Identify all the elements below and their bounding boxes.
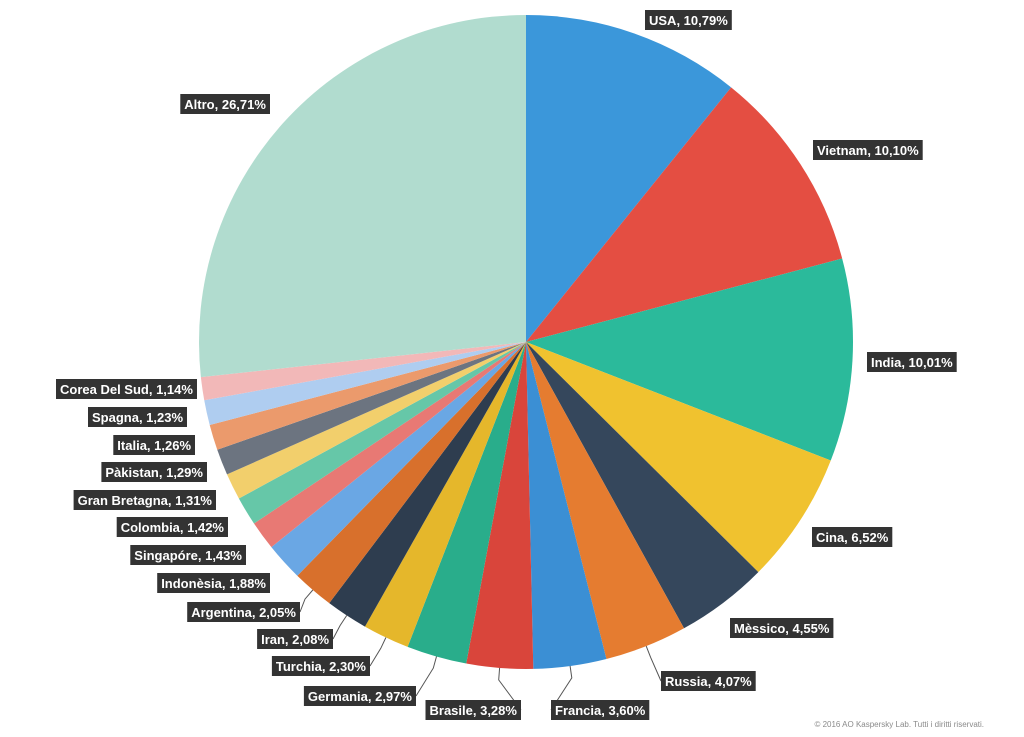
label-box: [867, 352, 957, 372]
slice-label-iran: Iran, 2,08%: [257, 615, 348, 649]
label-box: [116, 517, 228, 537]
label-text: Altro, 26,71%: [184, 97, 266, 112]
label-box: [271, 656, 370, 676]
slice-label-brasile: Brasile, 3,28%: [425, 667, 522, 720]
slice-label-corea-del-sud: Corea Del Sud, 1,14%: [56, 379, 197, 399]
slice-label-india: India, 10,01%: [867, 352, 957, 372]
pie-slice-brasile: [466, 342, 534, 670]
label-text: Brasile, 3,28%: [430, 703, 518, 718]
slice-label-spagna: Spagna, 1,23%: [88, 407, 187, 427]
label-text: Colombia, 1,42%: [121, 520, 225, 535]
label-text: Germania, 2,97%: [308, 689, 412, 704]
label-box: [257, 629, 333, 649]
label-box: [130, 545, 246, 565]
slice-label-germania: Germania, 2,97%: [303, 656, 437, 706]
pie-slice-vietnam: [526, 87, 843, 342]
pie-slice-indon-sia: [271, 342, 526, 576]
slice-label-cina: Cina, 6,52%: [812, 527, 893, 547]
label-text: Italia, 1,26%: [117, 438, 191, 453]
leader-line: [645, 645, 662, 682]
label-box: [303, 686, 416, 706]
pie-slice-iran: [329, 342, 526, 627]
slice-label-argentina: Argentina, 2,05%: [187, 589, 314, 622]
pie-slices: [198, 15, 853, 670]
label-text: Spagna, 1,23%: [92, 410, 183, 425]
pie-slice-altro: [198, 15, 526, 378]
pie-slice-m-ssico: [526, 342, 759, 629]
pie-slice-cina: [526, 342, 831, 573]
pie-slice-corea-del-sud: [200, 342, 526, 401]
label-text: Gran Bretagna, 1,31%: [78, 493, 213, 508]
label-text: Argentina, 2,05%: [191, 605, 296, 620]
slice-label-italia: Italia, 1,26%: [113, 435, 195, 455]
pie-slice-argentina: [297, 342, 526, 604]
pie-slice-gran-bretagna: [226, 342, 527, 499]
label-box: [88, 407, 187, 427]
label-text: Indonèsia, 1,88%: [161, 576, 266, 591]
leader-line: [369, 637, 387, 667]
label-box: [157, 573, 270, 593]
label-box: [101, 462, 207, 482]
leader-line: [550, 665, 573, 711]
pie-slice-russia: [526, 342, 684, 659]
label-text: Pàkistan, 1,29%: [105, 465, 203, 480]
label-box: [813, 140, 923, 160]
label-text: Vietnam, 10,10%: [817, 143, 919, 158]
slice-labels: USA, 10,79% Vietnam, 10,10% India, 10,01% C…: [56, 10, 957, 720]
label-text: Corea Del Sud, 1,14%: [60, 382, 193, 397]
slice-label-singap-re: Singapóre, 1,43%: [130, 545, 246, 565]
label-box: [551, 700, 650, 720]
label-text: Singapóre, 1,43%: [134, 548, 242, 563]
slice-label-vietnam: Vietnam, 10,10%: [813, 140, 923, 160]
label-text: Mèssico, 4,55%: [734, 621, 830, 636]
slice-label-francia: Francia, 3,60%: [550, 665, 650, 720]
pie-slice-germania: [407, 342, 526, 664]
label-box: [56, 379, 197, 399]
label-text: Turchia, 2,30%: [276, 659, 367, 674]
label-text: Cina, 6,52%: [816, 530, 889, 545]
label-box: [661, 671, 756, 691]
label-box: [73, 490, 216, 510]
label-text: Francia, 3,60%: [555, 703, 646, 718]
slice-label-gran-bretagna: Gran Bretagna, 1,31%: [73, 490, 216, 510]
copyright-notice: © 2016 AO Kaspersky Lab. Tutti i diritti…: [814, 720, 984, 729]
leader-line: [299, 589, 314, 613]
label-text: Iran, 2,08%: [261, 632, 329, 647]
pie-slice-italia: [209, 342, 526, 450]
leader-line: [415, 656, 437, 697]
leader-line: [332, 615, 348, 640]
pie-slice-turchia: [364, 342, 526, 647]
slice-label-altro: Altro, 26,71%: [180, 94, 270, 114]
pie-slice-francia: [526, 342, 607, 669]
label-text: USA, 10,79%: [649, 13, 728, 28]
slice-label-usa: USA, 10,79%: [645, 10, 732, 30]
slice-label-russia: Russia, 4,07%: [645, 645, 756, 691]
slice-label-indon-sia: Indonèsia, 1,88%: [157, 573, 270, 593]
label-box: [812, 527, 893, 547]
pie-slice-colombia: [238, 342, 526, 524]
slice-label-colombia: Colombia, 1,42%: [116, 517, 228, 537]
pie-slice-spagna: [204, 342, 527, 425]
pie-slice-p-kistan: [217, 342, 526, 475]
slice-label-turchia: Turchia, 2,30%: [271, 637, 387, 676]
pie-slice-india: [526, 258, 853, 461]
leader-line: [498, 667, 522, 711]
label-box: [180, 94, 270, 114]
label-text: India, 10,01%: [871, 355, 953, 370]
slice-label-m-ssico: Mèssico, 4,55%: [730, 618, 834, 638]
label-box: [113, 435, 195, 455]
label-box: [425, 700, 521, 720]
slice-label-p-kistan: Pàkistan, 1,29%: [101, 462, 207, 482]
label-box: [730, 618, 834, 638]
label-text: Russia, 4,07%: [665, 674, 752, 689]
pie-slice-singap-re: [253, 342, 527, 548]
pie-slice-usa: [526, 15, 732, 342]
label-box: [645, 10, 732, 30]
label-box: [187, 602, 300, 622]
